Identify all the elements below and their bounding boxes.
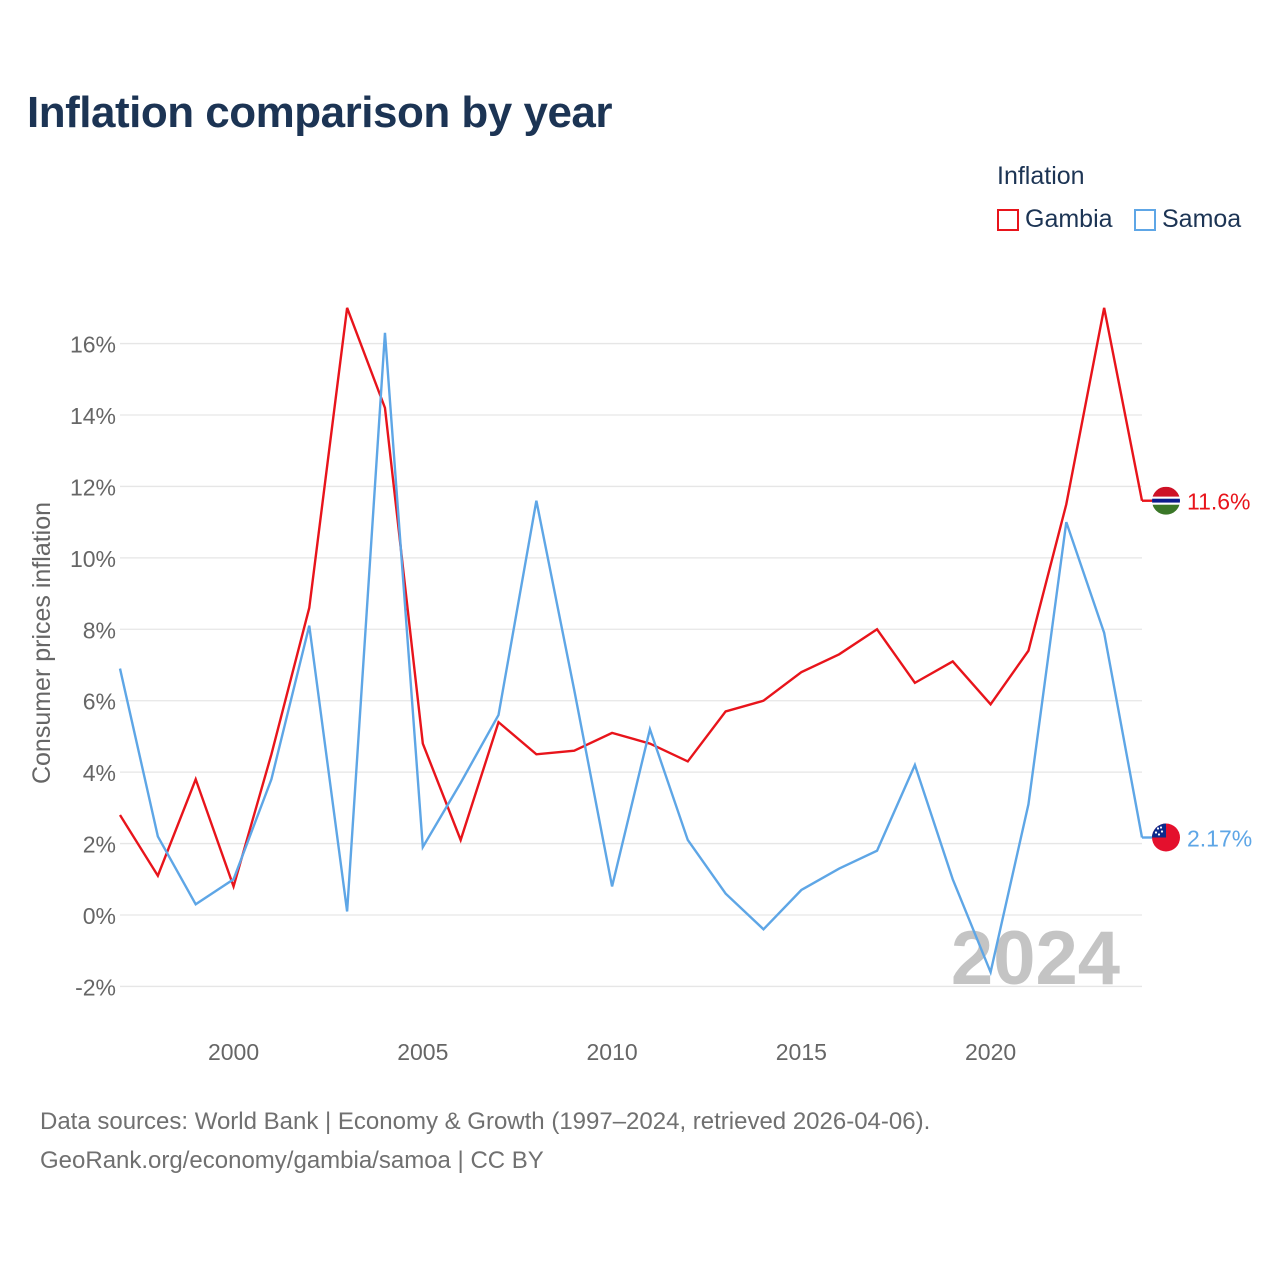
legend-label-gambia: Gambia bbox=[1025, 205, 1113, 233]
x-tick-label: 2000 bbox=[208, 1039, 259, 1065]
y-tick-label: 2% bbox=[83, 832, 116, 858]
year-watermark: 2024 bbox=[951, 916, 1120, 1001]
x-tick-label: 2015 bbox=[776, 1039, 827, 1065]
y-tick-label: 0% bbox=[83, 903, 116, 929]
end-label-gambia: 11.6% bbox=[1187, 489, 1251, 515]
y-tick-label: 10% bbox=[70, 546, 116, 572]
source-line-2[interactable]: GeoRank.org/economy/gambia/samoa | CC BY bbox=[40, 1147, 544, 1174]
y-tick-label: 6% bbox=[83, 689, 116, 715]
gambia-flag-icon bbox=[1152, 486, 1180, 515]
x-tick-label: 2010 bbox=[586, 1039, 637, 1065]
y-tick-label: 4% bbox=[83, 760, 116, 786]
y-tick-label: -2% bbox=[75, 974, 116, 1000]
x-tick-label: 2005 bbox=[397, 1039, 448, 1065]
series-line-samoa bbox=[118, 332, 1144, 977]
y-tick-label: 12% bbox=[70, 474, 116, 500]
legend-swatch-gambia bbox=[997, 208, 1019, 231]
x-tick-label: 2020 bbox=[965, 1039, 1016, 1065]
samoa-flag-icon bbox=[1152, 823, 1180, 852]
legend-label-samoa: Samoa bbox=[1162, 205, 1242, 233]
legend-swatch-samoa bbox=[1134, 208, 1156, 231]
y-tick-label: 8% bbox=[83, 617, 116, 643]
legend-item-samoa[interactable]: Samoa bbox=[1134, 205, 1241, 234]
source-line-1: Data sources: World Bank | Economy & Gro… bbox=[40, 1108, 931, 1135]
series-line-gambia bbox=[118, 307, 1144, 891]
end-label-samoa: 2.17% bbox=[1187, 826, 1252, 852]
y-axis-title: Consumer prices inflation bbox=[28, 502, 56, 784]
y-tick-label: 14% bbox=[70, 403, 116, 429]
y-tick-label: 16% bbox=[70, 332, 116, 358]
legend-item-gambia[interactable]: Gambia bbox=[997, 205, 1113, 234]
legend-title: Inflation bbox=[997, 162, 1085, 190]
chart-title: Inflation comparison by year bbox=[27, 88, 613, 137]
